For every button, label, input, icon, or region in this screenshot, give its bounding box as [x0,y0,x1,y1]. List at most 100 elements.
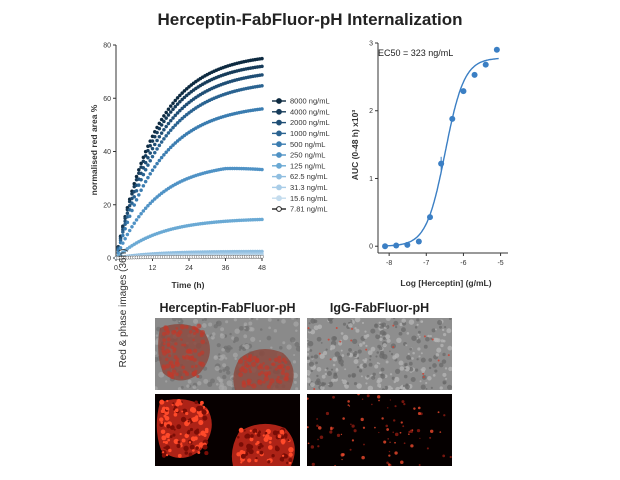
texture-dot [411,429,414,431]
texture-dot [442,381,446,385]
data-point [182,95,187,100]
data-point [166,121,171,126]
data-point [168,104,173,108]
igg-red-texture [307,394,452,466]
data-point [164,150,168,155]
texture-dot [174,342,178,346]
texture-dot [281,454,285,457]
data-point [180,116,184,121]
texture-dot [225,320,229,324]
texture-dot [310,355,314,359]
texture-dot [365,382,368,385]
texture-dot [254,432,257,435]
texture-dot [181,365,185,370]
texture-dot [161,331,167,336]
texture-dot [165,380,168,383]
data-point [166,107,171,112]
texture-dot [295,329,298,333]
data-point [157,134,162,139]
texture-dot [201,323,207,328]
texture-dot [357,394,360,396]
texture-dot [378,346,383,351]
texture-dot [248,367,251,371]
texture-dot [244,343,250,350]
texture-dot [234,357,237,361]
texture-dot [277,358,282,364]
texture-dot [270,346,273,349]
texture-dot [378,399,380,402]
texture-dot [399,366,405,371]
texture-dot [325,411,330,416]
texture-dot [403,403,406,406]
texture-dot [377,395,381,399]
texture-dot [310,329,316,335]
texture-dot [332,426,335,430]
texture-dot [361,398,364,401]
texture-dot [211,332,216,336]
texture-dot [414,326,418,329]
texture-dot [242,381,245,385]
texture-dot [355,328,360,333]
texture-dot [442,372,447,377]
texture-dot [363,443,365,446]
texture-dot [333,374,338,380]
texture-dot [394,325,398,329]
texture-dot [420,384,426,390]
texture-dot [378,431,380,434]
texture-dot [378,321,381,324]
texture-dot [365,348,368,351]
texture-dot [385,424,389,428]
texture-dot [417,411,422,416]
data-point [178,118,182,123]
texture-dot [431,328,436,333]
texture-dot [175,327,179,330]
herceptin-red-texture [156,399,295,466]
texture-dot [245,364,250,369]
texture-dot [362,359,365,362]
data-point [141,184,146,188]
texture-dot [276,379,281,384]
data-point [141,166,146,170]
texture-dot [419,380,422,383]
data-point [148,151,153,155]
texture-dot [335,327,338,330]
texture-dot [171,318,177,322]
texture-dot [155,386,158,390]
texture-dot [202,415,208,421]
texture-dot [254,458,258,463]
texture-dot [394,405,397,408]
texture-dot [348,323,353,328]
texture-dot [174,408,179,413]
texture-dot [277,375,280,379]
texture-dot [164,410,170,416]
texture-dot [218,369,223,373]
dose-point [415,238,422,245]
texture-dot [286,344,292,350]
texture-dot [426,447,429,450]
texture-dot [242,368,248,374]
data-point [182,104,187,109]
texture-dot [404,366,410,372]
texture-dot [255,318,259,321]
data-point [125,232,130,237]
texture-dot [338,341,343,346]
dose-point [427,214,433,221]
texture-dot [417,406,421,410]
texture-dot [377,383,382,388]
texture-dot [350,339,353,342]
texture-dot [385,334,391,340]
data-point [148,201,153,206]
data-point [260,64,264,69]
data-point [121,241,125,245]
texture-dot [354,318,361,323]
texture-dot [173,412,178,417]
data-point [139,177,143,182]
data-point [173,98,178,103]
data-point [132,203,137,207]
texture-dot [441,328,445,332]
data-point [155,195,159,199]
texture-dot [246,448,251,453]
texture-dot [448,318,452,320]
texture-dot [380,367,385,372]
texture-dot [243,429,246,432]
